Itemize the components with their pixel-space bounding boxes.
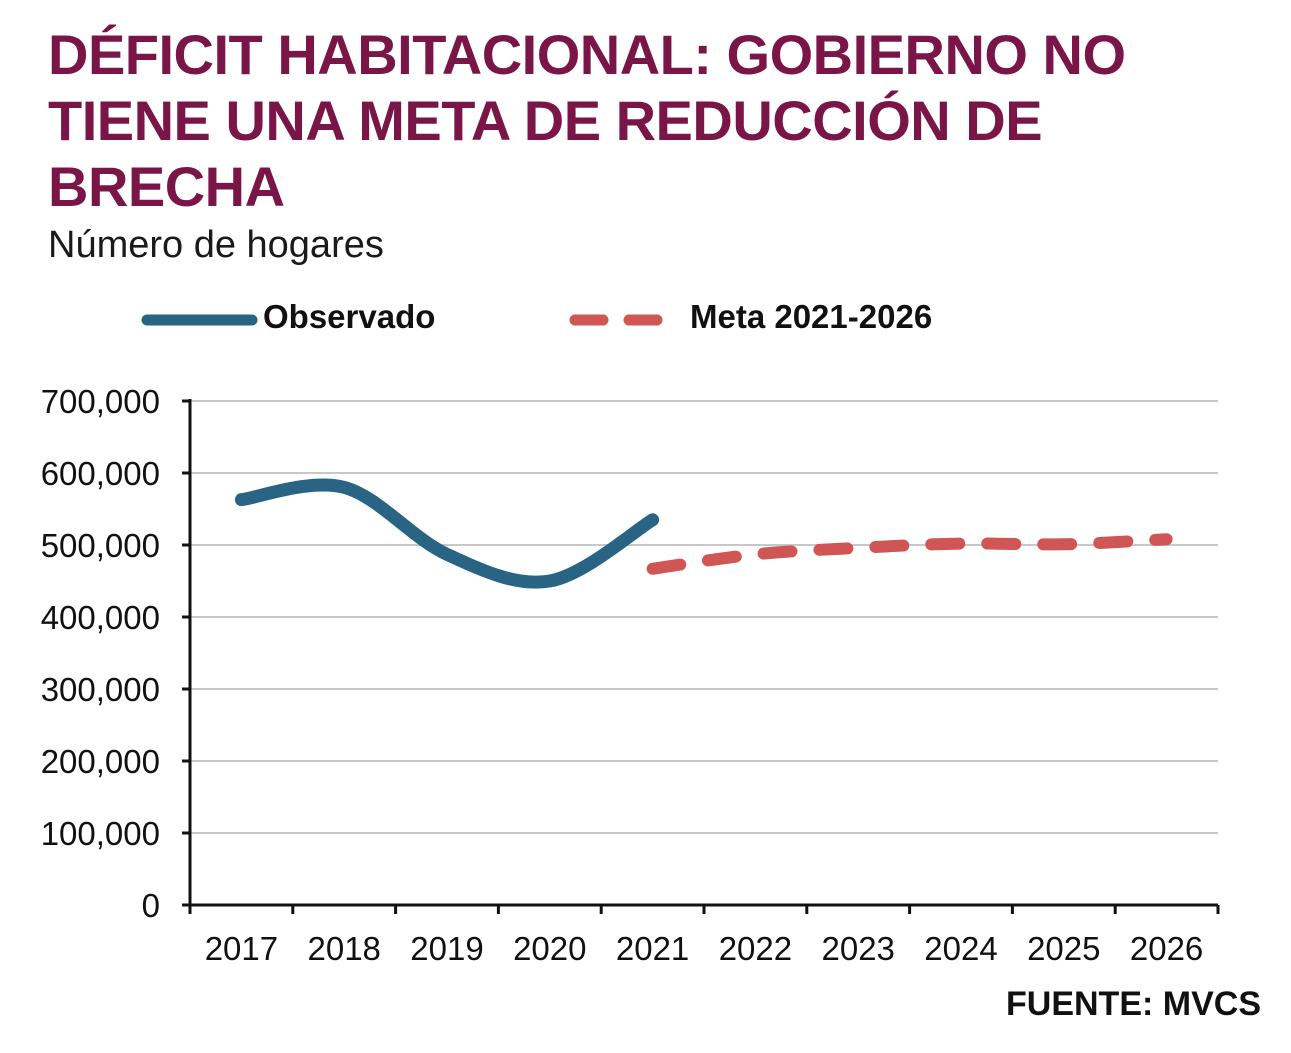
- x-tick-label: 2017: [205, 930, 278, 967]
- series-lines: [234, 478, 1173, 589]
- source-note: FUENTE: MVCS: [1006, 985, 1261, 1023]
- y-axis-labels: 0 100,000 200,000 300,000 400,000 500,000 600,…: [41, 383, 160, 924]
- x-tick-label: 2024: [924, 930, 997, 967]
- legend-label-target: Meta 2021-2026: [690, 298, 933, 335]
- x-tick-label: 2019: [410, 930, 483, 967]
- legend-label-observed: Observado: [263, 298, 436, 335]
- y-tick-label: 400,000: [41, 599, 160, 636]
- x-tick-label: 2026: [1130, 930, 1203, 967]
- series-line-target: [646, 533, 1173, 575]
- y-tick-label: 100,000: [41, 815, 160, 852]
- grid-lines: [190, 400, 1218, 834]
- y-tick-label: 200,000: [41, 743, 160, 780]
- y-tick-label: 500,000: [41, 527, 160, 564]
- x-tick-label: 2025: [1027, 930, 1100, 967]
- y-tick-label: 0: [142, 887, 160, 924]
- x-tick-label: 2018: [307, 930, 380, 967]
- chart-title: DÉFICIT HABITACIONAL: GOBIERNO NO TIENE …: [48, 23, 1126, 218]
- x-tick-label: 2023: [821, 930, 894, 967]
- x-tick-label: 2020: [513, 930, 586, 967]
- series-line-observed: [234, 478, 660, 589]
- y-tick-label: 300,000: [41, 671, 160, 708]
- x-tick-label: 2022: [719, 930, 792, 967]
- axes: [182, 399, 1220, 914]
- x-axis-labels: 2017 2018 2019 2020 2021 2022 2023 2024 2025 2026: [205, 930, 1204, 967]
- y-tick-label: 600,000: [41, 455, 160, 492]
- y-tick-label: 700,000: [41, 383, 160, 420]
- x-tick-label: 2021: [616, 930, 689, 967]
- chart-subtitle: Número de hogares: [48, 224, 384, 266]
